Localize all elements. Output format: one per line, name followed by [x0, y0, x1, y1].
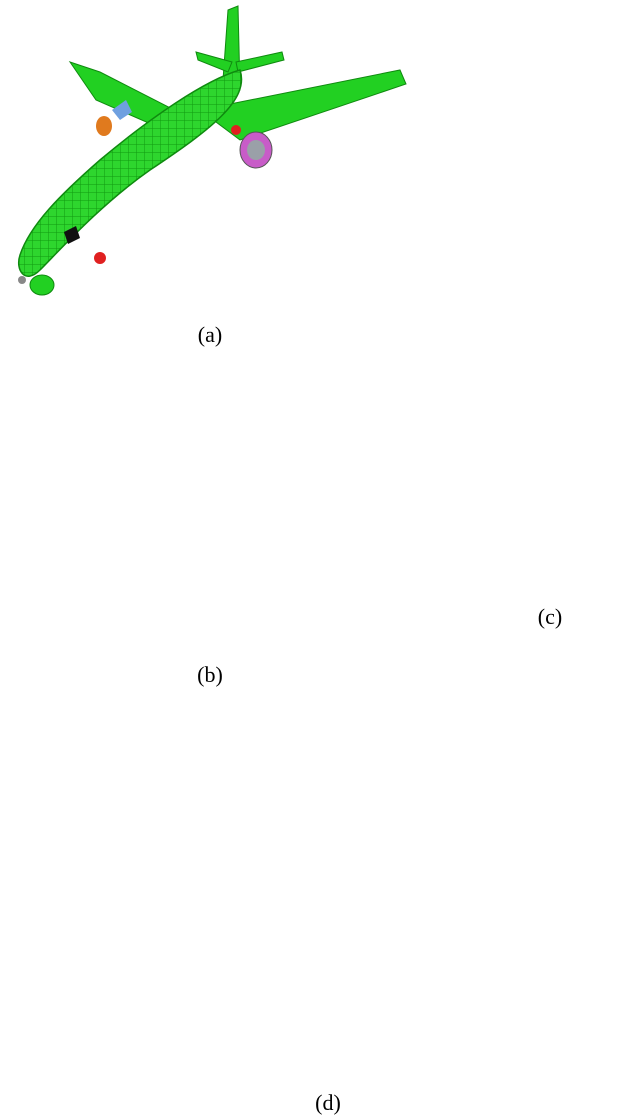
- caption-c: (c): [537, 604, 563, 629]
- caption-b: (b): [197, 662, 223, 687]
- caption-d: (d): [315, 1090, 341, 1115]
- caption-a: (a): [197, 322, 223, 347]
- airplane-illustration: [18, 5, 407, 296]
